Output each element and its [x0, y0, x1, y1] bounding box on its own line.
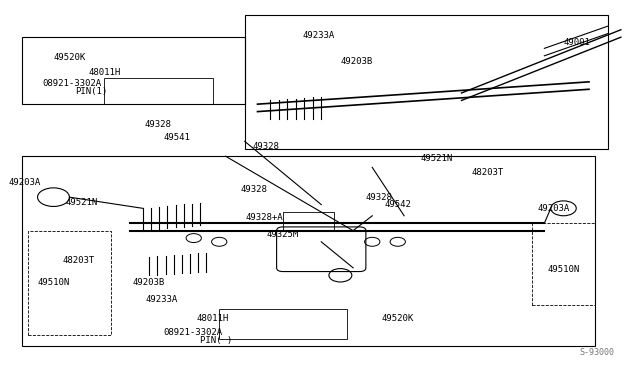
Text: 49328: 49328 [145, 120, 172, 129]
Text: 49521N: 49521N [66, 198, 98, 207]
Bar [220, 309, 347, 339]
Bar [28, 231, 111, 335]
Bar [104, 78, 213, 104]
Text: 49328: 49328 [240, 185, 267, 194]
Text: 49520K: 49520K [53, 53, 85, 62]
Text: 49542: 49542 [385, 200, 412, 209]
Text: 49510N: 49510N [37, 278, 69, 287]
Text: 49233A: 49233A [302, 31, 334, 40]
Text: 49203A: 49203A [8, 178, 41, 187]
Text: 49521N: 49521N [420, 154, 452, 163]
Text: 08921-3302A: 08921-3302A [163, 328, 223, 337]
Text: 48011H: 48011H [88, 68, 120, 77]
Text: 49541: 49541 [164, 133, 191, 142]
Bar [532, 223, 595, 305]
Text: 49328+A: 49328+A [245, 213, 283, 222]
Text: 49233A: 49233A [145, 295, 178, 304]
Text: 49203B: 49203B [133, 278, 165, 287]
Text: 49001: 49001 [563, 38, 590, 47]
Text: 48011H: 48011H [196, 314, 229, 323]
Text: 49328: 49328 [253, 142, 280, 151]
Text: 49520K: 49520K [382, 314, 414, 323]
Text: PIN(1): PIN(1) [76, 87, 108, 96]
Text: 49510N: 49510N [548, 265, 580, 274]
Text: 08921-3302A: 08921-3302A [42, 79, 101, 88]
Text: 49328: 49328 [366, 193, 393, 202]
Text: 49203B: 49203B [340, 57, 372, 66]
Text: PIN( ): PIN( ) [200, 336, 232, 345]
Text: S-93000: S-93000 [579, 348, 614, 357]
Text: 48203T: 48203T [63, 256, 95, 265]
Text: 48203T: 48203T [471, 169, 503, 177]
Text: 49325M: 49325M [267, 230, 299, 239]
Bar [283, 212, 334, 231]
Text: 49203A: 49203A [538, 204, 570, 213]
